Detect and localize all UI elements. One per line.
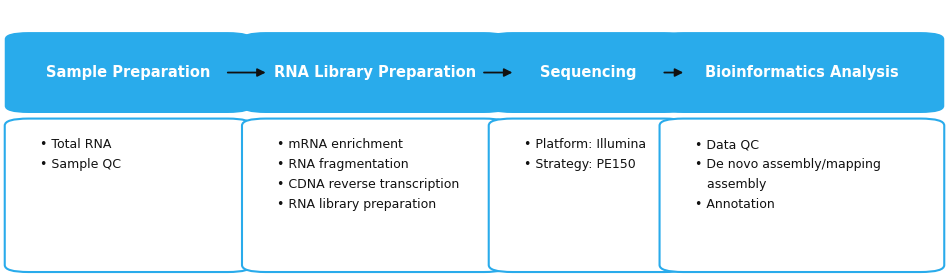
Text: RNA Library Preparation: RNA Library Preparation [274,65,475,80]
Text: Sample Preparation: Sample Preparation [46,65,211,80]
Text: • mRNA enrichment
• RNA fragmentation
• CDNA reverse transcription
• RNA library: • mRNA enrichment • RNA fragmentation • … [277,138,459,211]
FancyBboxPatch shape [489,119,688,272]
FancyBboxPatch shape [660,119,944,272]
FancyBboxPatch shape [660,32,944,113]
Text: • Data QC
• De novo assembly/mapping
   assembly
• Annotation: • Data QC • De novo assembly/mapping ass… [695,138,881,211]
Text: Bioinformatics Analysis: Bioinformatics Analysis [705,65,899,80]
FancyBboxPatch shape [242,119,508,272]
FancyBboxPatch shape [5,32,251,113]
Text: • Total RNA
• Sample QC: • Total RNA • Sample QC [40,138,121,171]
Text: • Platform: Illumina
• Strategy: PE150: • Platform: Illumina • Strategy: PE150 [524,138,646,171]
Text: Sequencing: Sequencing [540,65,637,80]
FancyBboxPatch shape [5,119,251,272]
FancyBboxPatch shape [489,32,688,113]
FancyBboxPatch shape [242,32,508,113]
